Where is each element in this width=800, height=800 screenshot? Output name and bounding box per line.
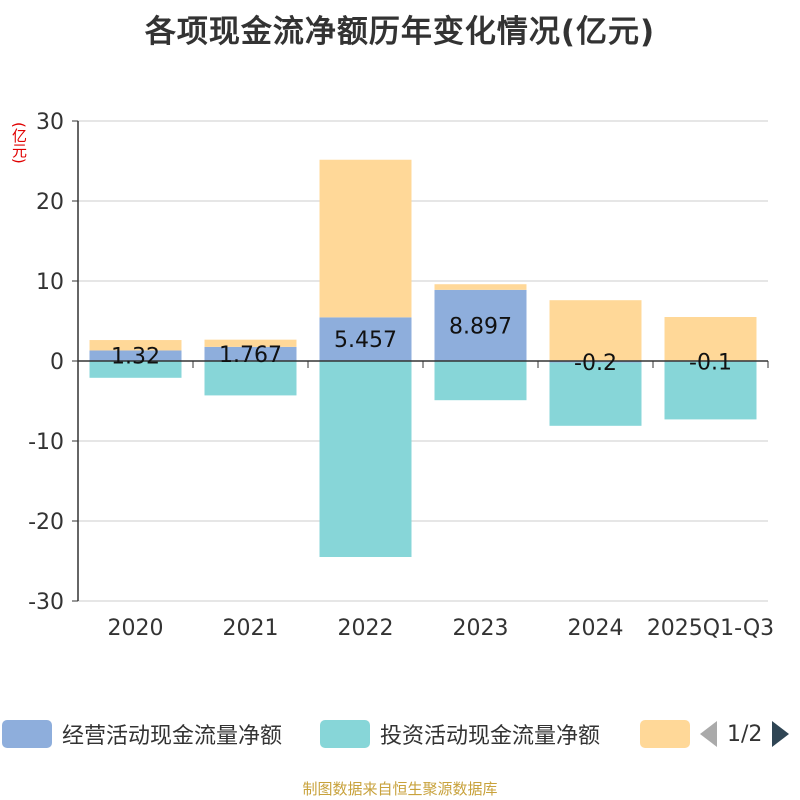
legend-item-investing[interactable]: 投资活动现金流量净额 (320, 714, 600, 754)
bar-operating (434, 289, 527, 361)
prev-page-icon[interactable] (700, 721, 717, 747)
y-tick-label: 20 (36, 190, 64, 215)
y-tick-label: -10 (28, 430, 64, 455)
bar-operating (204, 346, 297, 361)
legend-label-operating: 经营活动现金流量净额 (62, 724, 283, 749)
y-tick-label: 0 (50, 350, 64, 375)
y-tick-label: 30 (36, 110, 64, 135)
x-tick-label: 2025Q1-Q3 (647, 616, 774, 641)
x-tick-label: 2021 (223, 616, 279, 641)
bar-financing (319, 159, 412, 318)
bar-operating (89, 350, 182, 361)
chart-title: 各项现金流净额历年变化情况(亿元) (144, 14, 656, 50)
bar-investing (434, 361, 527, 401)
bar-investing (549, 362, 642, 426)
legend-swatch-operating (2, 720, 52, 748)
cash-flow-chart: -30 -20 -10 0 10 20 30 1.32 1.767 5.457 8.897 -0.2 -… (28, 110, 774, 641)
bar-operating (549, 361, 642, 363)
bar-investing (319, 361, 412, 557)
legend-label-investing: 投资活动现金流量净额 (380, 724, 601, 749)
data-label-operating: 8.897 (449, 314, 512, 339)
bar-investing (89, 361, 182, 378)
data-label-operating: -0.2 (574, 351, 617, 376)
data-source-note: 制图数据来自恒生聚源数据库 (302, 780, 498, 798)
data-label-operating: -0.1 (689, 350, 732, 375)
bar-financing (89, 340, 182, 351)
y-tick-label: -30 (28, 590, 64, 615)
legend-page-indicator: 1/2 (727, 721, 763, 747)
bar-financing (434, 284, 527, 290)
x-tick-label: 2022 (338, 616, 394, 641)
bar-operating (319, 317, 412, 361)
x-tick-label: 2023 (453, 616, 509, 641)
y-tick-label: 10 (36, 270, 64, 295)
legend-item-financing[interactable] (640, 714, 700, 754)
y-axis-unit-label: (亿元) (10, 122, 28, 164)
bar-financing (204, 339, 297, 347)
x-tick-label: 2024 (568, 616, 624, 641)
data-label-operating: 1.767 (219, 343, 282, 368)
legend-item-operating[interactable]: 经营活动现金流量净额 (2, 714, 282, 754)
x-tick-label: 2020 (108, 616, 164, 641)
legend-pager: 1/2 (700, 714, 790, 754)
data-label-operating: 5.457 (334, 328, 397, 353)
legend-swatch-financing (640, 720, 690, 748)
next-page-icon[interactable] (772, 721, 790, 747)
y-tick-label: -20 (28, 510, 64, 535)
data-label-operating: 1.32 (111, 345, 160, 370)
bar-financing (664, 317, 757, 361)
bar-investing (204, 361, 297, 396)
bar-financing (549, 300, 642, 361)
bar-investing (664, 361, 757, 420)
legend-swatch-investing (320, 720, 370, 748)
legend: 经营活动现金流量净额 投资活动现金流量净额 1/2 (0, 714, 800, 754)
